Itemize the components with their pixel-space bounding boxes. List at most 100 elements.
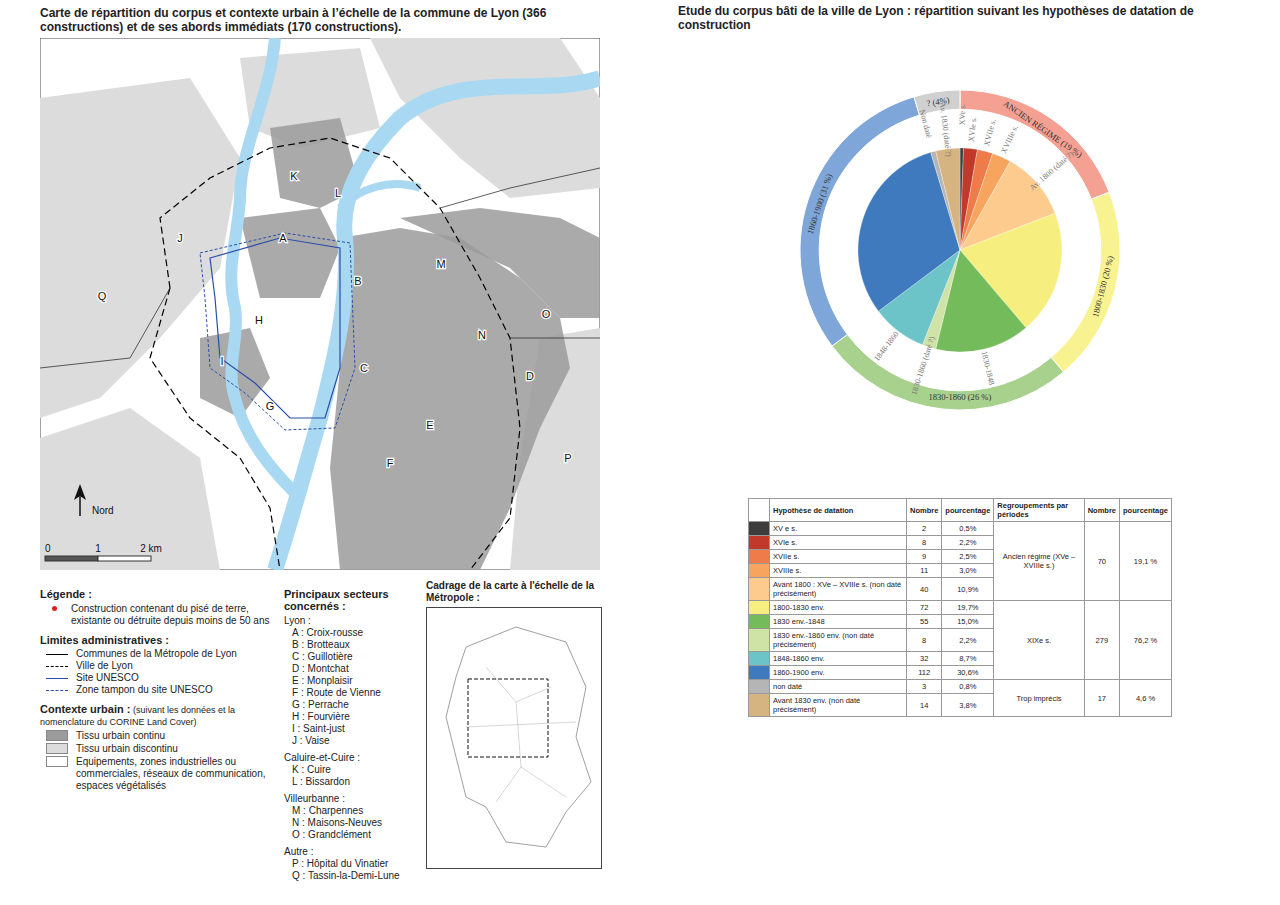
html-text:pourcentage: pourcentage [1123, 505, 1168, 515]
svg-text:XVIIIe s.: XVIIIe s. [999, 124, 1020, 155]
html-text:B : Brotteaux: B : Brotteaux [292, 639, 350, 650]
html-text:Nombre: Nombre [1087, 505, 1116, 515]
html-text:19,1 %: 19,1 % [1133, 556, 1158, 566]
html-text:G : Perrache: G : Perrache [292, 699, 349, 710]
html-text:2,2%: 2,2% [959, 538, 977, 547]
html-text:Avant 1830 env. (non daté préc: Avant 1830 env. (non daté précisément) [773, 696, 861, 714]
html-text:Construction contenant du pisé: Construction contenant du pisé de terre,… [71, 603, 270, 626]
svg-text:Nord: Nord [92, 505, 114, 516]
html-text:M : Charpennes: M : Charpennes [292, 805, 364, 816]
svg-text:A: A [279, 232, 287, 244]
svg-text:P: P [564, 452, 571, 464]
svg-text:J: J [177, 232, 183, 244]
html-text:Site UNESCO: Site UNESCO [76, 672, 139, 683]
html-text:Cadrage de la carte à l'échell: Cadrage de la carte à l'échelle de la Mé… [426, 580, 594, 603]
html-text:2,2%: 2,2% [959, 635, 977, 645]
html-text:Nombre: Nombre [910, 505, 939, 515]
html-text:pourcentage: pourcentage [945, 505, 991, 515]
html-text:1830 env.-1860 env. (non daté: 1830 env.-1860 env. (non daté précisémen… [773, 631, 875, 649]
svg-text:M: M [436, 258, 445, 270]
svg-text:L: L [335, 187, 341, 199]
html-text:Caluire-et-Cuire :: Caluire-et-Cuire : [284, 752, 361, 763]
html-text:XVIe s.: XVIe s. [773, 538, 798, 547]
html-text:L : Bissardon: L : Bissardon [292, 776, 350, 787]
html-text:Principaux secteurs concernés: Principaux secteurs concernés : [284, 588, 389, 612]
svg-text:F: F [387, 457, 394, 469]
svg-text:D: D [526, 370, 534, 382]
svg-text:XVe s.: XVe s. [958, 104, 967, 125]
html-text:0,5%: 0,5% [959, 524, 977, 533]
html-text:76,2 %: 76,2 % [1133, 635, 1158, 645]
html-text:E : Monplaisir: E : Monplaisir [292, 675, 353, 686]
svg-text:1830-1848: 1830-1848 [979, 350, 996, 386]
svg-text:0: 0 [45, 543, 51, 554]
html-text:D : Montchat: D : Montchat [292, 663, 349, 674]
html-text:Avant 1800 : XVe – XVIIIe s. (: Avant 1800 : XVe – XVIIIe s. (non daté p… [773, 580, 902, 598]
html-text:11: 11 [920, 566, 929, 575]
html-text:J : Vaise: J : Vaise [292, 735, 330, 746]
html-text:279: 279 [1095, 635, 1109, 645]
svg-text:XVIIe s.: XVIIe s. [982, 118, 998, 147]
html-text:Communes de la Métropole de Ly: Communes de la Métropole de Lyon [76, 648, 237, 659]
html-text:3,8%: 3,8% [959, 700, 977, 710]
html-text:N : Maisons-Neuves: N : Maisons-Neuves [292, 817, 382, 828]
html-text:Autre :: Autre : [284, 846, 314, 857]
html-text:10,9%: 10,9% [957, 584, 979, 594]
svg-text:1: 1 [95, 543, 101, 554]
html-text:O : Grandclément: O : Grandclément [292, 829, 371, 840]
html-text:Ancien régime (XVe – XVIIIe s.: Ancien régime (XVe – XVIIIe s.) [1002, 552, 1076, 570]
html-text:Contexte urbain :(suivant les: Contexte urbain :(suivant les données et… [40, 703, 235, 727]
html-text:Trop imprécis: Trop imprécis [1016, 693, 1062, 703]
svg-text:N: N [478, 329, 486, 341]
html-text:F : Route de Vienne: F : Route de Vienne [292, 687, 381, 698]
svg-text:ANCIEN RÉGIME (19 %): ANCIEN RÉGIME (19 %) [1002, 98, 1085, 159]
svg-text:Av. 1830 (daté ?): Av. 1830 (daté ?) [938, 102, 954, 158]
svg-text:B: B [354, 275, 361, 287]
svg-text:Non daté: Non daté [917, 109, 933, 140]
html-text:A : Croix-rousse: A : Croix-rousse [292, 627, 364, 638]
html-text:C : Guillotière: C : Guillotière [292, 651, 353, 662]
html-text:Regroupements par périodes: Regroupements par périodes [997, 501, 1069, 519]
svg-text:XVIe s.: XVIe s. [967, 117, 979, 143]
svg-text:G: G [266, 400, 275, 412]
html-text:I : Saint-just: I : Saint-just [292, 723, 345, 734]
html-text:Hypothèse de datation: Hypothèse de datation [773, 505, 854, 515]
svg-text:1800-1830 (20 %): 1800-1830 (20 %) [1090, 255, 1115, 319]
svg-text:O: O [542, 308, 551, 320]
html-text:Villeurbanne :: Villeurbanne : [284, 793, 345, 804]
svg-text:1860-1900 (31 %): 1860-1900 (31 %) [805, 172, 834, 235]
html-text:Q : Tassin-la-Demi-Lune: Q : Tassin-la-Demi-Lune [292, 870, 400, 881]
svg-text:I: I [220, 355, 223, 367]
svg-text:E: E [426, 419, 433, 431]
html-text:70: 70 [1097, 556, 1106, 566]
html-text:Equipements, zones industriell: Equipements, zones industrielles ou comm… [76, 756, 266, 791]
html-text:P : Hôpital du Vinatier: P : Hôpital du Vinatier [292, 858, 389, 869]
html-text:Lyon :: Lyon : [284, 615, 311, 626]
svg-text:? (4%): ? (4%) [926, 95, 950, 108]
html-text:Légende :: Légende : [40, 588, 92, 600]
svg-text:Q: Q [98, 290, 107, 302]
html-text:Etude du corpus bâti de la vil: Etude du corpus bâti de la ville de Lyon… [678, 4, 1194, 32]
html-text:K : Cuire: K : Cuire [292, 764, 331, 775]
html-text:Tissu urbain discontinu: Tissu urbain discontinu [76, 743, 178, 754]
svg-text:1830-1860 (26 %): 1830-1860 (26 %) [928, 392, 991, 402]
html-text:2,5%: 2,5% [959, 552, 977, 561]
svg-text:Av. 1800 (daté ?): Av. 1800 (daté ?) [1028, 149, 1076, 192]
html-text:Tissu urbain continu: Tissu urbain continu [76, 730, 166, 741]
svg-text:1830-1860 (daté ?): 1830-1860 (daté ?) [910, 335, 937, 396]
svg-text:C: C [360, 362, 368, 374]
svg-text:2 km: 2 km [140, 543, 162, 554]
html-text:H : Fourvière: H : Fourvière [292, 711, 350, 722]
svg-text:H: H [255, 314, 263, 326]
svg-text:1848-1860: 1848-1860 [872, 330, 900, 363]
html-text:Carte de répartition du corpus: Carte de répartition du corpus et contex… [40, 6, 547, 34]
html-text:Ville de Lyon: Ville de Lyon [76, 660, 133, 671]
html-text:Limites administratives :: Limites administratives : [40, 634, 169, 646]
html-text:Zone tampon du site UNESCO: Zone tampon du site UNESCO [76, 684, 213, 695]
html-text:XVIIe s.: XVIIe s. [773, 552, 800, 561]
html-text:4,6 %: 4,6 % [1135, 693, 1156, 703]
html-text:XIXe s.: XIXe s. [1026, 635, 1052, 645]
html-text:XVIIIe s.: XVIIIe s. [773, 566, 802, 575]
html-text:XV e s.: XV e s. [773, 524, 798, 533]
svg-text:K: K [290, 170, 298, 182]
